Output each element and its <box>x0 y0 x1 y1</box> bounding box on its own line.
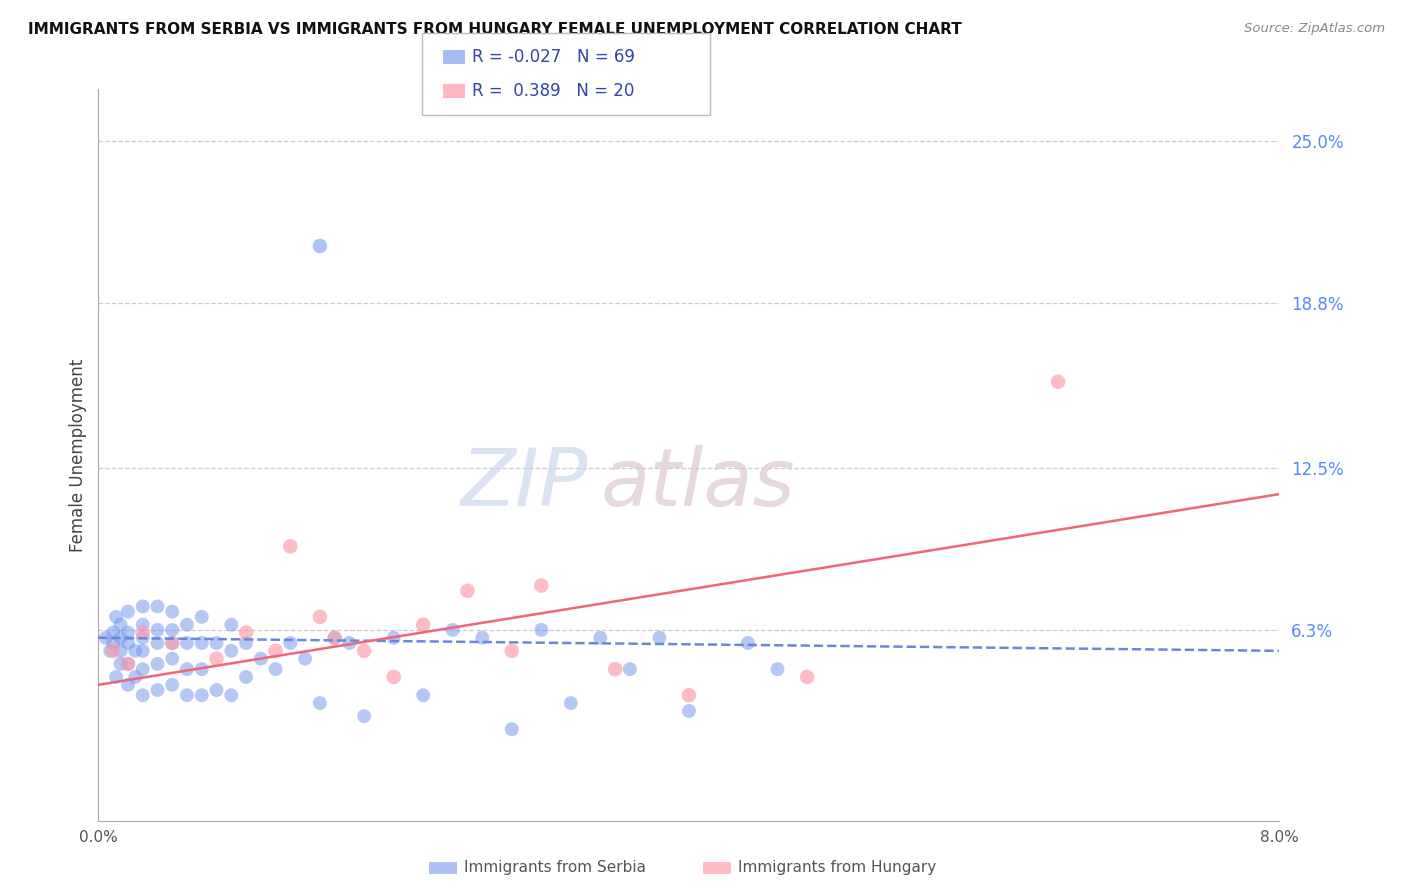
Point <box>176 636 198 650</box>
Point <box>456 583 478 598</box>
Point <box>162 636 183 650</box>
Point <box>132 688 155 702</box>
Point <box>501 723 523 737</box>
Point <box>678 688 700 702</box>
Point <box>471 631 494 645</box>
Point <box>176 688 198 702</box>
Point <box>103 625 125 640</box>
Point <box>766 662 789 676</box>
Point <box>117 636 139 650</box>
Y-axis label: Female Unemployment: Female Unemployment <box>69 359 87 551</box>
Point <box>132 599 155 614</box>
Point <box>323 631 346 645</box>
Point <box>162 651 183 665</box>
Text: Immigrants from Hungary: Immigrants from Hungary <box>738 861 936 875</box>
Point <box>353 644 375 658</box>
Point <box>235 636 257 650</box>
Point <box>796 670 818 684</box>
Point <box>124 644 146 658</box>
Point <box>619 662 641 676</box>
Point <box>117 605 139 619</box>
Point <box>205 683 228 698</box>
Point <box>278 636 302 650</box>
Point <box>132 625 155 640</box>
Point <box>176 617 198 632</box>
Point <box>146 683 169 698</box>
Point <box>162 605 183 619</box>
Point <box>219 644 242 658</box>
Point <box>98 644 121 658</box>
Point <box>441 623 464 637</box>
Point <box>605 662 627 676</box>
Point <box>132 617 155 632</box>
Point <box>105 610 128 624</box>
Point <box>264 644 287 658</box>
Point <box>530 623 553 637</box>
Text: R =  0.389   N = 20: R = 0.389 N = 20 <box>472 82 634 100</box>
Text: atlas: atlas <box>600 445 796 524</box>
Point <box>308 696 332 710</box>
Point <box>117 657 139 671</box>
Point <box>176 662 198 676</box>
Point <box>124 670 146 684</box>
Point <box>132 644 155 658</box>
Text: ZIP: ZIP <box>461 445 589 524</box>
Point <box>110 657 132 671</box>
Point <box>235 625 257 640</box>
Text: IMMIGRANTS FROM SERBIA VS IMMIGRANTS FROM HUNGARY FEMALE UNEMPLOYMENT CORRELATIO: IMMIGRANTS FROM SERBIA VS IMMIGRANTS FRO… <box>28 22 962 37</box>
Point <box>264 662 287 676</box>
Text: Immigrants from Serbia: Immigrants from Serbia <box>464 861 645 875</box>
Point <box>162 636 183 650</box>
Point <box>219 617 242 632</box>
Point <box>278 539 302 553</box>
Point <box>382 631 405 645</box>
Point <box>94 631 117 645</box>
Point <box>105 670 128 684</box>
Point <box>117 657 139 671</box>
Point <box>110 644 132 658</box>
Point <box>110 617 132 632</box>
Point <box>250 651 273 665</box>
Point <box>205 651 228 665</box>
Point <box>191 636 214 650</box>
Point <box>323 631 346 645</box>
Point <box>117 625 139 640</box>
Point <box>219 688 242 702</box>
Point <box>191 688 214 702</box>
Point <box>103 636 125 650</box>
Point <box>678 704 700 718</box>
Point <box>560 696 582 710</box>
Point <box>737 636 759 650</box>
Point <box>162 678 183 692</box>
Point <box>146 623 169 637</box>
Point <box>205 636 228 650</box>
Point <box>132 631 155 645</box>
Text: Source: ZipAtlas.com: Source: ZipAtlas.com <box>1244 22 1385 36</box>
Point <box>191 610 214 624</box>
Point <box>382 670 405 684</box>
Point <box>146 599 169 614</box>
Point <box>353 709 375 723</box>
Point <box>132 662 155 676</box>
Point <box>1046 375 1069 389</box>
Point <box>308 610 332 624</box>
Point <box>294 651 316 665</box>
Point <box>412 688 434 702</box>
Point <box>110 631 132 645</box>
Point <box>146 636 169 650</box>
Point <box>146 657 169 671</box>
Point <box>235 670 257 684</box>
Point <box>308 239 332 253</box>
Point <box>117 678 139 692</box>
Point <box>412 617 434 632</box>
Point <box>103 644 125 658</box>
Text: R = -0.027   N = 69: R = -0.027 N = 69 <box>472 48 636 66</box>
Point <box>162 623 183 637</box>
Point <box>648 631 671 645</box>
Point <box>337 636 360 650</box>
Point <box>501 644 523 658</box>
Point <box>530 578 553 592</box>
Point <box>191 662 214 676</box>
Point <box>589 631 612 645</box>
